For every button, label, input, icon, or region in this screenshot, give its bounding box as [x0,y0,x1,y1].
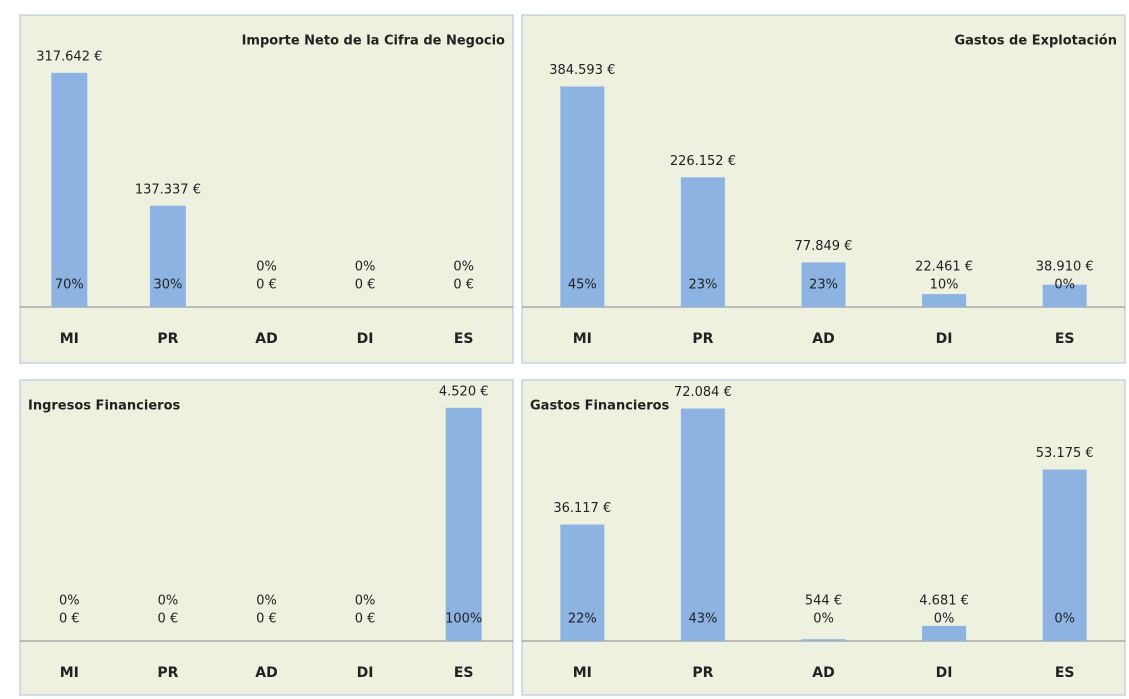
share-label: 0% [59,594,80,609]
value-label: 384.593 € [549,63,615,78]
share-label: 70% [55,278,84,293]
value-label: 0 € [355,278,376,293]
share-label: 100% [445,612,482,627]
bar [149,205,186,307]
bar [680,177,725,307]
category-label: DI [936,331,953,347]
panel [19,14,514,364]
share-label: 0% [453,260,474,275]
value-label: 137.337 € [135,182,201,197]
share-label: 45% [568,278,597,293]
category-label: DI [357,331,374,347]
value-label: 77.849 € [795,239,853,254]
bar [801,262,846,307]
panel-title: Gastos Financieros [530,399,670,414]
share-label: 43% [688,612,717,627]
category-label: PR [157,331,178,347]
category-label: DI [357,665,374,681]
share-label: 0% [355,594,376,609]
bar [680,408,725,641]
category-label: ES [454,665,474,681]
bar [922,625,967,641]
category-label: PR [692,331,713,347]
share-label: 23% [688,278,717,293]
value-label: 544 € [805,594,842,609]
share-label: 0% [1054,278,1075,293]
bar [1042,284,1087,307]
share-label: 0% [256,594,277,609]
bar [1042,469,1087,641]
category-label: ES [454,331,474,347]
value-label: 38.910 € [1036,260,1094,275]
value-label: 4.681 € [919,594,969,609]
category-label: AD [812,331,834,347]
value-label: 0 € [453,278,474,293]
category-label: AD [255,331,277,347]
share-label: 10% [930,278,959,293]
share-label: 0% [355,260,376,275]
value-label: 0 € [256,612,277,627]
category-label: MI [60,331,79,347]
share-label: 0% [813,612,834,627]
category-label: MI [573,665,592,681]
value-label: 0 € [355,612,376,627]
share-label: 30% [153,278,182,293]
value-label: 0 € [59,612,80,627]
category-label: ES [1055,665,1075,681]
panel-title: Importe Neto de la Cifra de Negocio [242,34,505,49]
bar [801,639,846,641]
share-label: 0% [158,594,179,609]
share-label: 0% [1054,612,1075,627]
value-label: 0 € [158,612,179,627]
panel [19,379,514,696]
bar [445,407,482,641]
panel-title: Gastos de Explotación [954,34,1117,49]
value-label: 317.642 € [36,49,102,64]
category-label: MI [573,331,592,347]
value-label: 0 € [256,278,277,293]
share-label: 0% [256,260,277,275]
category-label: DI [936,665,953,681]
share-label: 0% [934,612,955,627]
category-label: PR [692,665,713,681]
share-label: 22% [568,612,597,627]
category-label: PR [157,665,178,681]
value-label: 22.461 € [915,260,973,275]
panel-title: Ingresos Financieros [28,399,180,414]
panel [521,379,1126,696]
bar [560,86,605,307]
value-label: 4.520 € [439,384,489,399]
category-label: AD [812,665,834,681]
value-label: 36.117 € [553,501,611,516]
category-label: ES [1055,331,1075,347]
share-label: 23% [809,278,838,293]
bar [922,294,967,307]
category-label: AD [255,665,277,681]
value-label: 226.152 € [670,154,736,169]
value-label: 53.175 € [1036,446,1094,461]
category-label: MI [60,665,79,681]
bar [51,72,88,307]
value-label: 72.084 € [674,385,732,400]
bar [560,524,605,641]
